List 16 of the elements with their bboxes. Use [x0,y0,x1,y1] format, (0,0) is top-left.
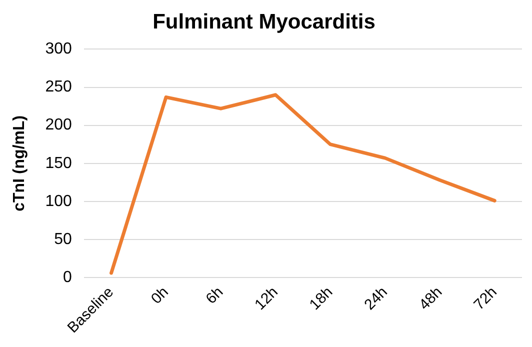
y-tick-label: 250 [45,78,72,96]
x-tick-label: 48h [416,284,446,314]
y-tick-label: 200 [45,116,72,134]
x-tick-label: 24h [361,284,391,314]
y-tick-label: 150 [45,154,72,172]
x-tick-label: 72h [470,284,500,314]
y-tick-label: 0 [62,268,72,286]
y-tick-label: 100 [45,192,72,210]
x-tick-label: 18h [306,284,336,314]
chart-title: Fulminant Myocarditis [152,10,376,34]
y-tick-label: 300 [45,40,72,58]
y-tick-label: 50 [54,230,72,248]
x-tick-label: 6h [202,284,227,308]
x-tick-label: 12h [252,284,282,314]
x-tick-label: 0h [148,284,172,308]
y-axis-title: cTnI (ng/mL) [11,115,28,212]
